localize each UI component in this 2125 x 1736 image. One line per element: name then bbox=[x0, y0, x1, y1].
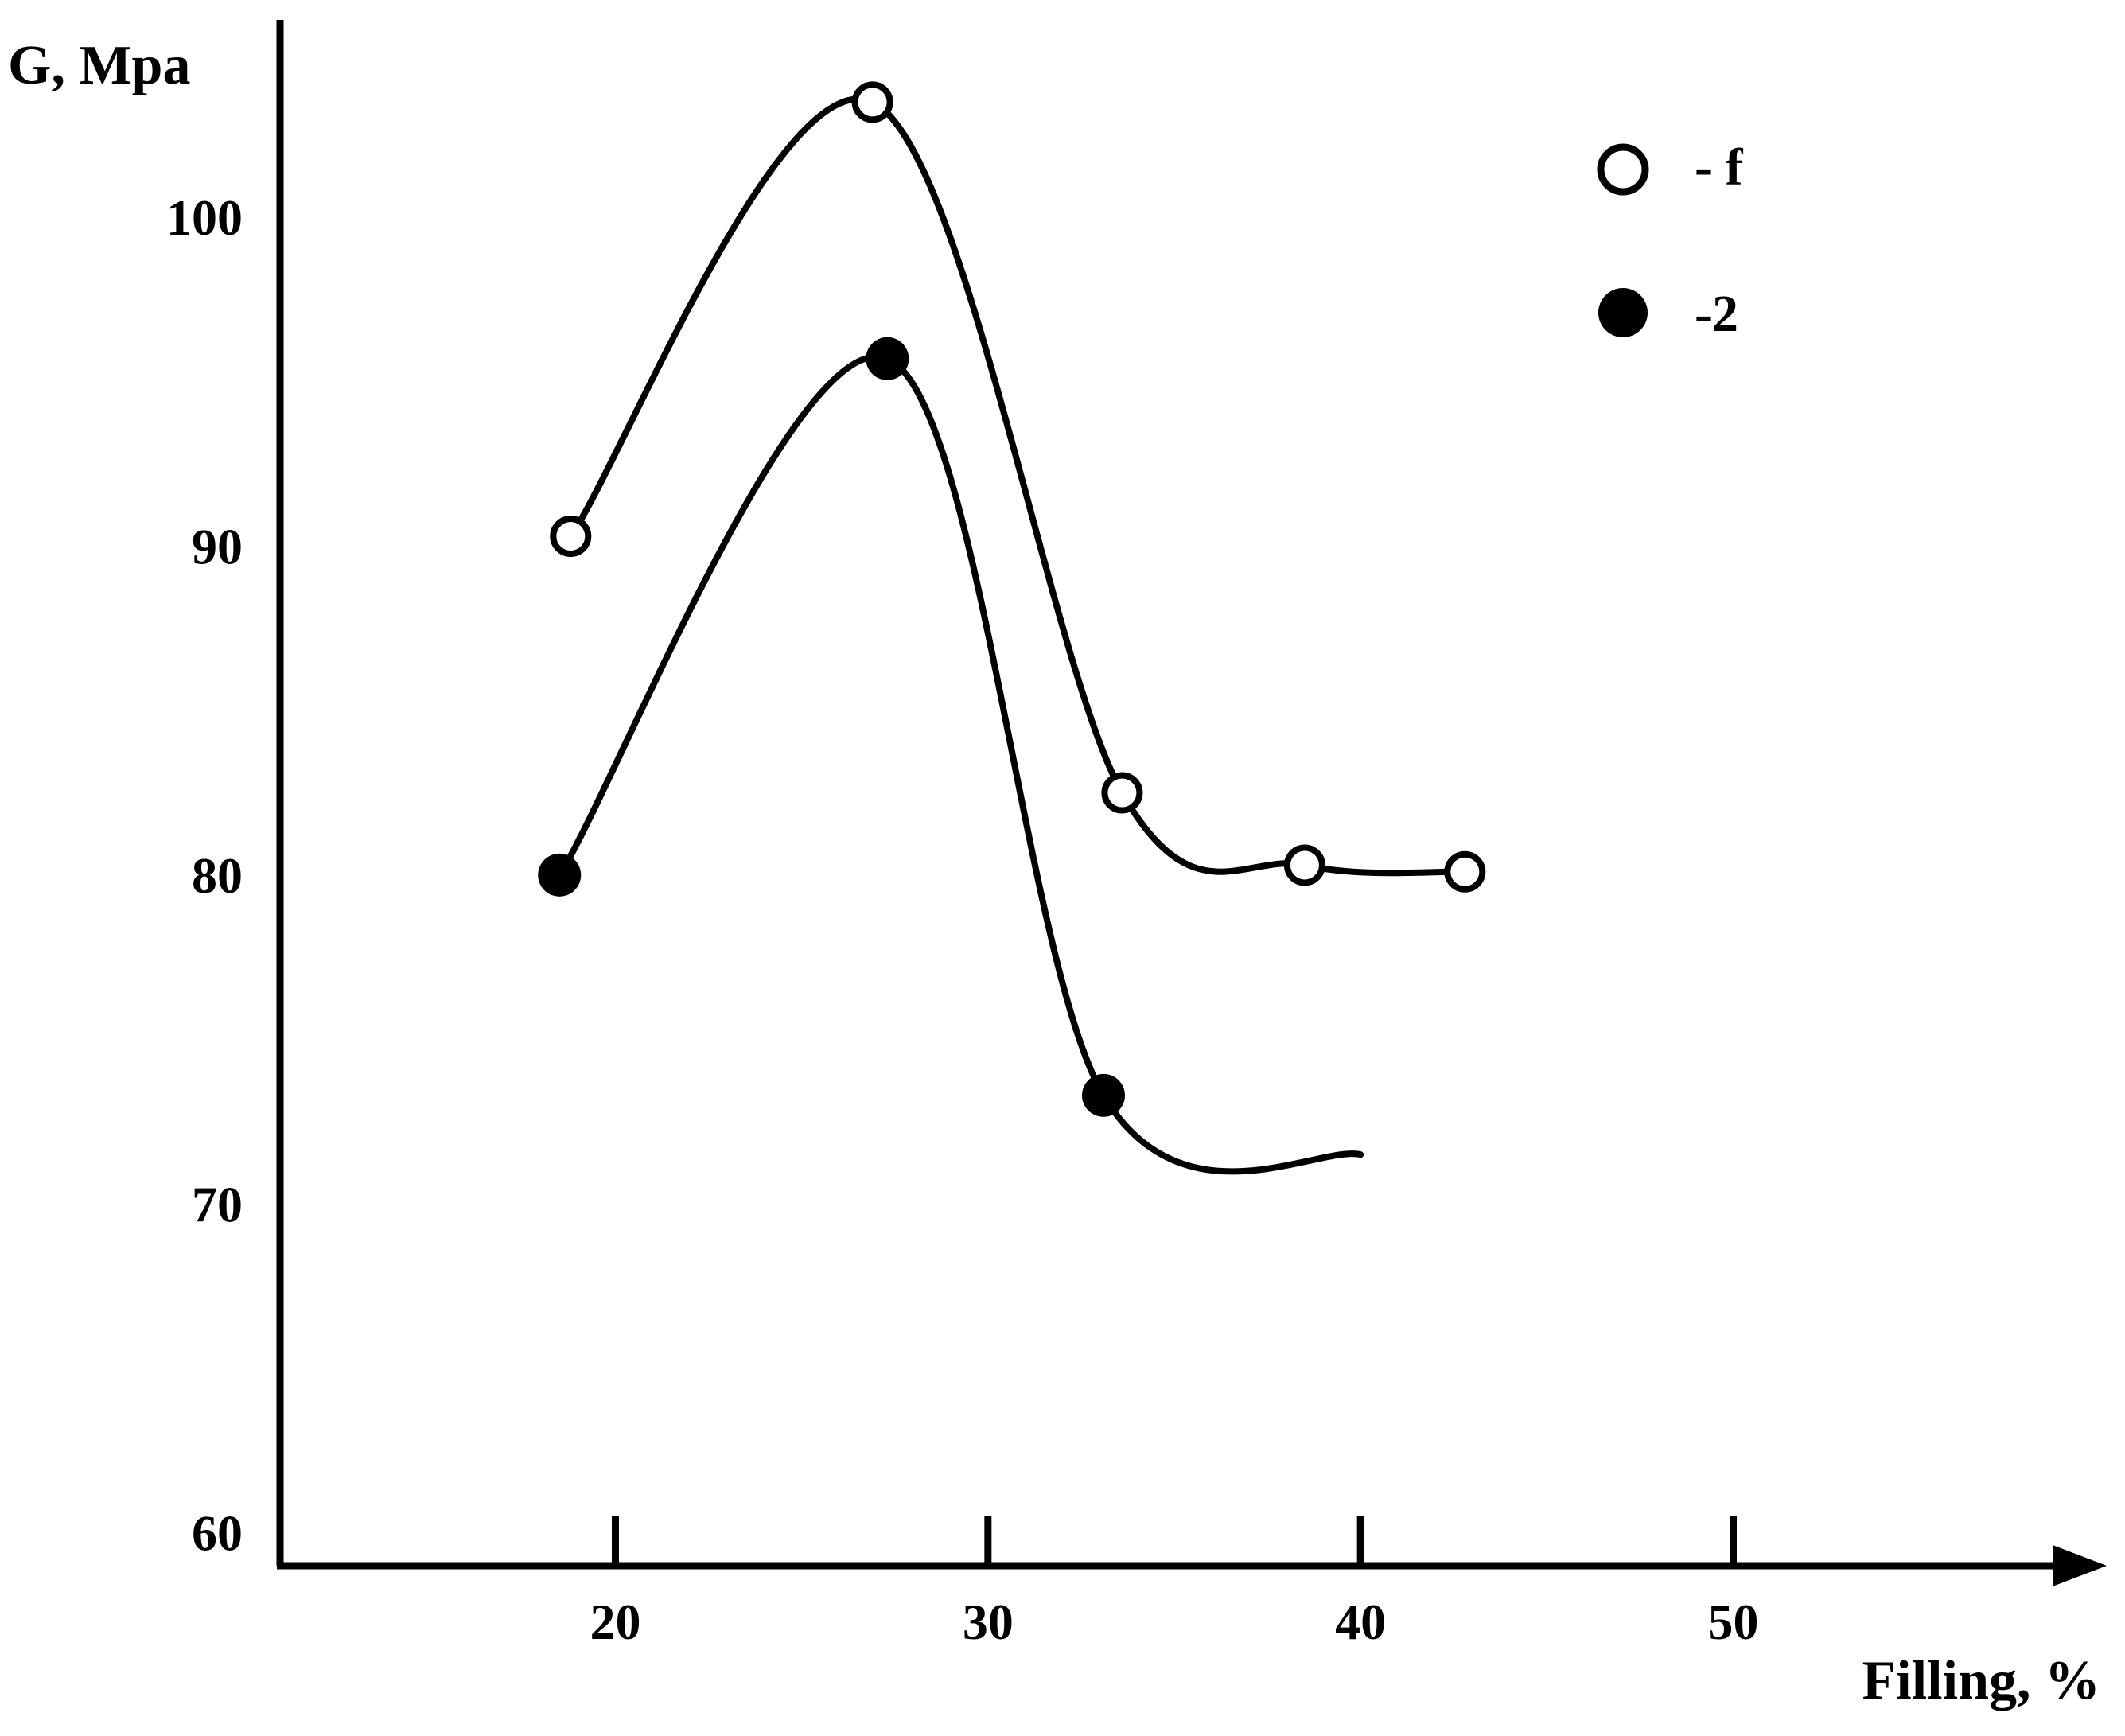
x-ticks: 20 30 40 50 bbox=[590, 1516, 1759, 1650]
x-axis-title: Filling, % bbox=[1862, 1650, 2100, 1711]
x-tick-label: 50 bbox=[1708, 1594, 1759, 1650]
x-tick-label: 40 bbox=[1335, 1594, 1386, 1650]
x-axis-arrow bbox=[2053, 1545, 2107, 1586]
data-point-filled bbox=[1082, 1073, 1126, 1117]
legend-open-circle-icon bbox=[1597, 143, 1649, 196]
x-tick-label: 30 bbox=[963, 1594, 1014, 1650]
legend-item-f: - f bbox=[1597, 138, 1743, 197]
y-tick-label: 80 bbox=[192, 847, 243, 904]
data-point-open bbox=[550, 516, 592, 558]
legend: - f -2 bbox=[1597, 138, 1743, 343]
series-1-line bbox=[567, 95, 1469, 877]
y-tick-label: 90 bbox=[192, 518, 243, 574]
series-2-line bbox=[556, 353, 1364, 1175]
y-tick-label: 70 bbox=[192, 1176, 243, 1232]
data-point-open bbox=[1444, 850, 1486, 893]
legend-item-2: -2 bbox=[1598, 285, 1738, 343]
series-layer bbox=[538, 81, 1486, 1175]
data-point-open bbox=[851, 81, 893, 123]
legend-filled-circle-icon bbox=[1598, 288, 1648, 337]
y-tick-label: 60 bbox=[192, 1505, 243, 1562]
data-point-open bbox=[1283, 844, 1325, 886]
y-axis-title: G, Mpa bbox=[8, 35, 190, 96]
series-1 bbox=[550, 81, 1486, 893]
series-2 bbox=[538, 337, 1364, 1175]
data-point-filled bbox=[538, 853, 582, 897]
x-tick-label: 20 bbox=[590, 1594, 641, 1650]
data-point-open bbox=[1101, 772, 1143, 814]
data-point-filled bbox=[866, 337, 909, 380]
axes bbox=[276, 20, 2107, 1586]
y-ticks: 60 70 80 90 100 bbox=[166, 189, 243, 1562]
y-tick-label: 100 bbox=[166, 189, 243, 246]
legend-label-f: - f bbox=[1695, 138, 1743, 197]
legend-label-2: -2 bbox=[1695, 285, 1738, 343]
